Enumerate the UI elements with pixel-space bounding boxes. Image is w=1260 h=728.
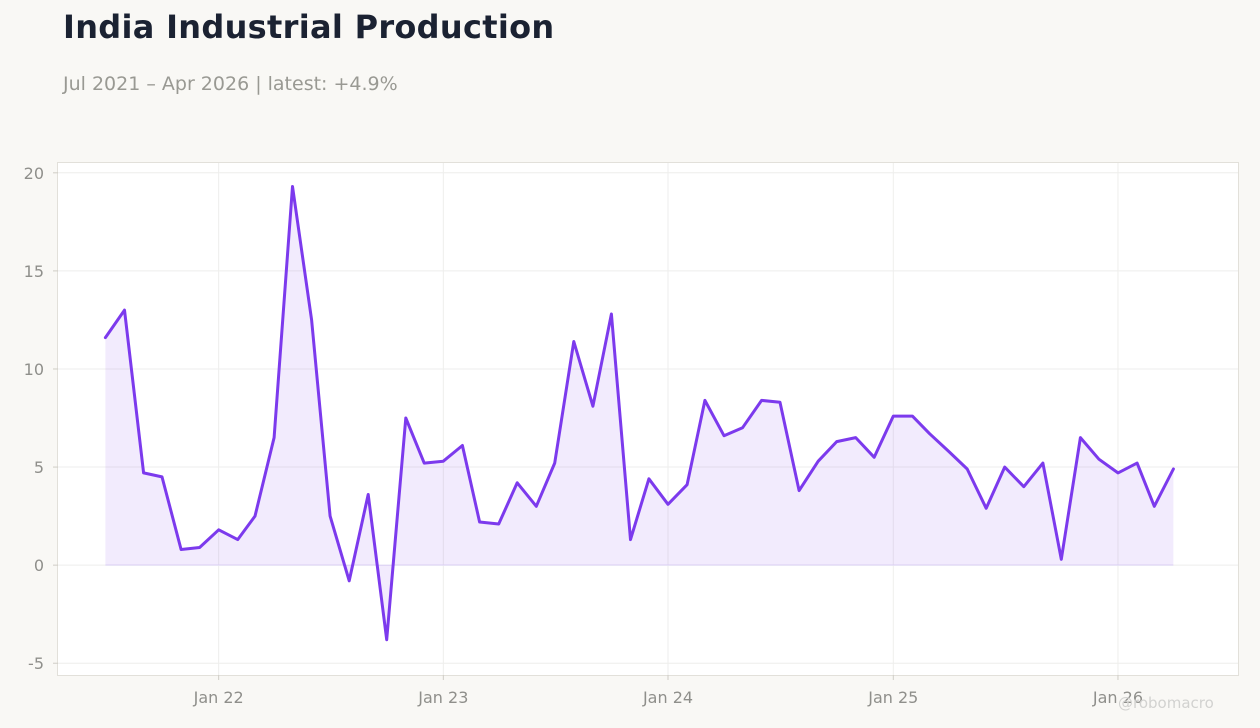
x-tick-label: Jan 23 (417, 688, 468, 707)
chart-title: India Industrial Production (63, 8, 555, 46)
x-axis-ticks: Jan 22 Jan 23 Jan 24 Jan 25 Jan 26 (193, 675, 1143, 707)
series-line (103, 185, 1175, 642)
x-gridlines (218, 163, 1119, 675)
data-point (478, 521, 481, 524)
data-point (610, 313, 613, 316)
data-point (966, 468, 969, 471)
y-tick-label: 20 (24, 164, 44, 183)
data-point (928, 432, 931, 435)
y-axis-ticks: -5 0 5 10 15 20 (24, 164, 58, 673)
data-point (1022, 485, 1025, 488)
y-tick-label: 0 (34, 556, 44, 575)
data-point (1003, 466, 1006, 469)
data-point (348, 579, 351, 582)
y-tick-label: -5 (28, 654, 44, 673)
data-point (404, 417, 407, 420)
data-point (217, 528, 220, 531)
data-point (1153, 505, 1156, 508)
data-point (367, 493, 370, 496)
data-point (572, 340, 575, 343)
data-point (1097, 458, 1100, 461)
series-area (105, 186, 1174, 640)
data-point (798, 489, 801, 492)
data-point (1136, 462, 1139, 465)
data-point (553, 462, 556, 465)
data-point (760, 399, 763, 402)
data-point (667, 503, 670, 506)
x-tick-label: Jan 26 (1092, 688, 1143, 707)
data-point (104, 336, 107, 339)
data-point (1060, 558, 1063, 561)
data-point (985, 507, 988, 510)
data-point (1041, 462, 1044, 465)
data-point (723, 434, 726, 437)
data-point (686, 483, 689, 486)
data-point (273, 436, 276, 439)
data-point (161, 475, 164, 478)
watermark: @robomacro (1118, 694, 1214, 712)
data-point (854, 436, 857, 439)
x-tick-label: Jan 22 (193, 688, 244, 707)
plot-area (57, 162, 1239, 676)
data-point (442, 460, 445, 463)
data-point (310, 318, 313, 321)
y-tick-label: 10 (24, 360, 44, 379)
data-point (629, 538, 632, 541)
chart-subtitle: Jul 2021 – Apr 2026 | latest: +4.9% (63, 73, 398, 95)
x-tick-label: Jan 24 (642, 688, 693, 707)
area-fill (105, 186, 1174, 640)
x-tick-label: Jan 25 (867, 688, 918, 707)
data-point (535, 505, 538, 508)
data-point (1172, 468, 1175, 471)
data-point (947, 450, 950, 453)
data-point (835, 440, 838, 443)
data-point (123, 309, 126, 312)
data-point (516, 481, 519, 484)
data-point (911, 415, 914, 418)
data-point (423, 462, 426, 465)
data-point (180, 548, 183, 551)
data-point (291, 185, 294, 188)
series-line-path (103, 185, 1175, 642)
data-point (591, 405, 594, 408)
data-point (741, 426, 744, 429)
data-point (497, 523, 500, 526)
data-point (779, 401, 782, 404)
data-point (236, 538, 239, 541)
data-point (198, 546, 201, 549)
y-tick-label: 5 (34, 458, 44, 477)
data-point (142, 471, 145, 474)
data-point (1117, 471, 1120, 474)
data-point (385, 638, 388, 641)
data-point (817, 460, 820, 463)
data-point (461, 444, 464, 447)
data-point (892, 415, 895, 418)
data-point (703, 399, 706, 402)
data-point (254, 515, 257, 518)
y-tick-label: 15 (24, 262, 44, 281)
data-point (329, 515, 332, 518)
data-point (647, 477, 650, 480)
data-point (1079, 436, 1082, 439)
data-point (873, 456, 876, 459)
